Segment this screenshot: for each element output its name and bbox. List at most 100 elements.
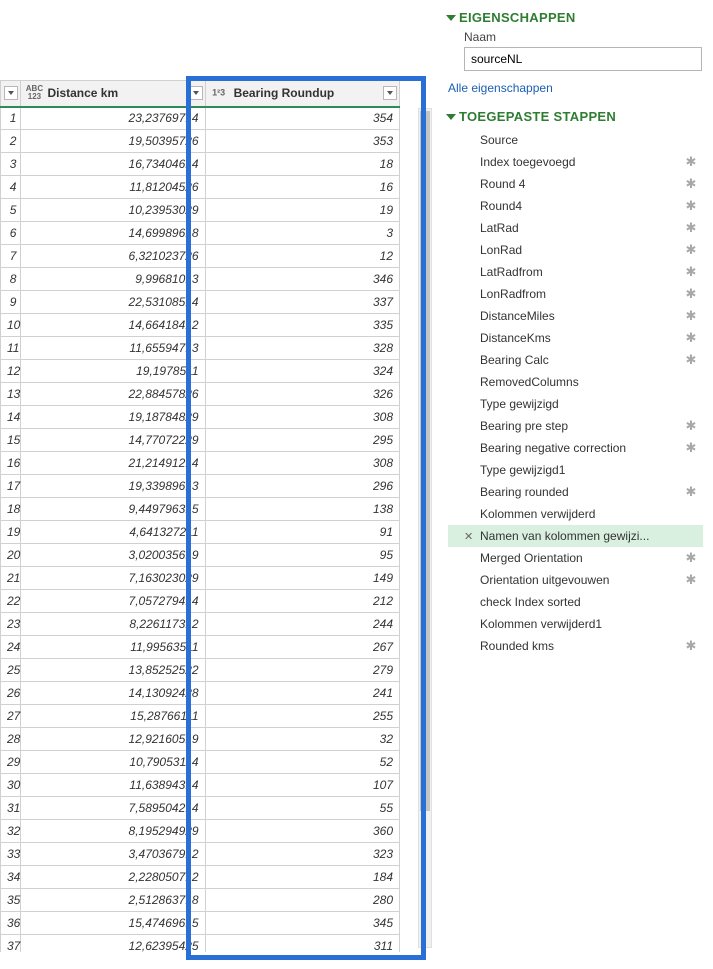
table-row[interactable]: 194,64132721191 bbox=[1, 521, 400, 544]
applied-step[interactable]: DistanceKms✱ bbox=[448, 327, 703, 349]
table-row[interactable]: 328,195294929360 bbox=[1, 820, 400, 843]
gear-icon[interactable]: ✱ bbox=[683, 176, 699, 192]
table-row[interactable]: 317,58950421455 bbox=[1, 797, 400, 820]
gear-icon[interactable]: ✱ bbox=[683, 484, 699, 500]
applied-step[interactable]: Orientation uitgevouwen✱ bbox=[448, 569, 703, 591]
table-row[interactable]: 227,057279414212 bbox=[1, 590, 400, 613]
table-row[interactable]: 89,99681013346 bbox=[1, 268, 400, 291]
applied-step[interactable]: Index toegevoegd✱ bbox=[448, 151, 703, 173]
applied-steps-section-header[interactable]: TOEGEPASTE STAPPEN bbox=[448, 109, 703, 124]
applied-step[interactable]: Type gewijzigd bbox=[448, 393, 703, 415]
applied-step[interactable]: Kolommen verwijderd1 bbox=[448, 613, 703, 635]
table-row[interactable]: 333,470367912323 bbox=[1, 843, 400, 866]
bearing-cell: 95 bbox=[205, 544, 399, 567]
gear-icon[interactable]: ✱ bbox=[683, 440, 699, 456]
table-row[interactable]: 3712,62395425311 bbox=[1, 935, 400, 953]
table-row[interactable]: 1719,33989613296 bbox=[1, 475, 400, 498]
bearing-cell: 279 bbox=[205, 659, 399, 682]
applied-step[interactable]: Bearing pre step✱ bbox=[448, 415, 703, 437]
gear-icon[interactable]: ✱ bbox=[683, 352, 699, 368]
table-row[interactable]: 189,449796315138 bbox=[1, 498, 400, 521]
table-row[interactable]: 1219,1978511324 bbox=[1, 360, 400, 383]
table-row[interactable]: 1419,18784829308 bbox=[1, 406, 400, 429]
table-row[interactable]: 316,7340461418 bbox=[1, 153, 400, 176]
table-row[interactable]: 1111,65594713328 bbox=[1, 337, 400, 360]
applied-step[interactable]: Round4✱ bbox=[448, 195, 703, 217]
delete-step-icon[interactable]: ✕ bbox=[464, 530, 473, 543]
gear-icon[interactable]: ✱ bbox=[683, 572, 699, 588]
table-row[interactable]: 614,699896183 bbox=[1, 222, 400, 245]
table-row[interactable]: 2715,28766111255 bbox=[1, 705, 400, 728]
table-row[interactable]: 238,226117312244 bbox=[1, 613, 400, 636]
step-label: check Index sorted bbox=[464, 595, 683, 609]
row-index-cell: 16 bbox=[1, 452, 21, 475]
gear-icon[interactable]: ✱ bbox=[683, 242, 699, 258]
distance-cell: 9,449796315 bbox=[21, 498, 205, 521]
gear-icon[interactable]: ✱ bbox=[683, 286, 699, 302]
table-row[interactable]: 2411,99563511267 bbox=[1, 636, 400, 659]
applied-step[interactable]: Round 4✱ bbox=[448, 173, 703, 195]
gear-icon[interactable]: ✱ bbox=[683, 550, 699, 566]
applied-step[interactable]: Kolommen verwijderd bbox=[448, 503, 703, 525]
gear-icon[interactable]: ✱ bbox=[683, 308, 699, 324]
properties-section-header[interactable]: EIGENSCHAPPEN bbox=[448, 10, 703, 25]
all-properties-link[interactable]: Alle eigenschappen bbox=[448, 81, 703, 95]
distance-column-header[interactable]: ABC123 Distance km bbox=[21, 81, 205, 107]
gear-icon[interactable]: ✱ bbox=[683, 154, 699, 170]
table-row[interactable]: 203,02003561995 bbox=[1, 544, 400, 567]
step-label: Type gewijzigd bbox=[464, 397, 683, 411]
table-row[interactable]: 352,512863718280 bbox=[1, 889, 400, 912]
table-row[interactable]: 2812,9216051932 bbox=[1, 728, 400, 751]
gear-icon[interactable]: ✱ bbox=[683, 418, 699, 434]
applied-step[interactable]: LonRadfrom✱ bbox=[448, 283, 703, 305]
scrollbar-thumb[interactable] bbox=[420, 111, 430, 811]
table-row[interactable]: 2614,13092428241 bbox=[1, 682, 400, 705]
applied-step[interactable]: Merged Orientation✱ bbox=[448, 547, 703, 569]
bearing-column-header[interactable]: 1²3 Bearing Roundup bbox=[205, 81, 399, 107]
filter-icon[interactable] bbox=[383, 86, 397, 100]
applied-step[interactable]: Bearing rounded✱ bbox=[448, 481, 703, 503]
applied-step[interactable]: Bearing negative correction✱ bbox=[448, 437, 703, 459]
applied-step[interactable]: LatRadfrom✱ bbox=[448, 261, 703, 283]
table-row[interactable]: 1014,66418412335 bbox=[1, 314, 400, 337]
applied-step[interactable]: Rounded kms✱ bbox=[448, 635, 703, 657]
table-row[interactable]: 76,32102372612 bbox=[1, 245, 400, 268]
table-row[interactable]: 2513,85252522279 bbox=[1, 659, 400, 682]
filter-icon[interactable] bbox=[4, 86, 18, 100]
table-row[interactable]: 411,8120452616 bbox=[1, 176, 400, 199]
applied-step[interactable]: Bearing Calc✱ bbox=[448, 349, 703, 371]
step-label: Bearing rounded bbox=[464, 485, 683, 499]
row-index-cell: 5 bbox=[1, 199, 21, 222]
gear-icon[interactable]: ✱ bbox=[683, 638, 699, 654]
row-index-header[interactable] bbox=[1, 81, 21, 107]
table-row[interactable]: 123,23769714354 bbox=[1, 107, 400, 130]
gear-icon[interactable]: ✱ bbox=[683, 264, 699, 280]
gear-icon[interactable]: ✱ bbox=[683, 220, 699, 236]
gear-icon[interactable]: ✱ bbox=[683, 330, 699, 346]
applied-step[interactable]: Source bbox=[448, 129, 703, 151]
table-row[interactable]: 1514,77072229295 bbox=[1, 429, 400, 452]
table-row[interactable]: 3011,63894314107 bbox=[1, 774, 400, 797]
table-row[interactable]: 342,228050712184 bbox=[1, 866, 400, 889]
applied-step[interactable]: LatRad✱ bbox=[448, 217, 703, 239]
table-row[interactable]: 3615,47469615345 bbox=[1, 912, 400, 935]
applied-step[interactable]: Type gewijzigd1 bbox=[448, 459, 703, 481]
table-row[interactable]: 1621,21491214308 bbox=[1, 452, 400, 475]
data-table-pane: ABC123 Distance km 1²3 Bearing Roundup 1… bbox=[0, 0, 438, 969]
applied-step[interactable]: LonRad✱ bbox=[448, 239, 703, 261]
gear-icon[interactable]: ✱ bbox=[683, 198, 699, 214]
table-row[interactable]: 2910,7905311452 bbox=[1, 751, 400, 774]
vertical-scrollbar[interactable] bbox=[418, 108, 432, 948]
applied-step[interactable]: ✕Namen van kolommen gewijzi... bbox=[448, 525, 703, 547]
filter-icon[interactable] bbox=[189, 86, 203, 100]
query-name-input[interactable] bbox=[464, 47, 702, 71]
table-row[interactable]: 219,50395726353 bbox=[1, 130, 400, 153]
applied-step[interactable]: check Index sorted bbox=[448, 591, 703, 613]
table-row[interactable]: 217,163023029149 bbox=[1, 567, 400, 590]
table-row[interactable]: 1322,88457826326 bbox=[1, 383, 400, 406]
table-row[interactable]: 510,2395302919 bbox=[1, 199, 400, 222]
applied-step[interactable]: RemovedColumns bbox=[448, 371, 703, 393]
table-row[interactable]: 922,53108514337 bbox=[1, 291, 400, 314]
bearing-cell: 311 bbox=[205, 935, 399, 953]
applied-step[interactable]: DistanceMiles✱ bbox=[448, 305, 703, 327]
